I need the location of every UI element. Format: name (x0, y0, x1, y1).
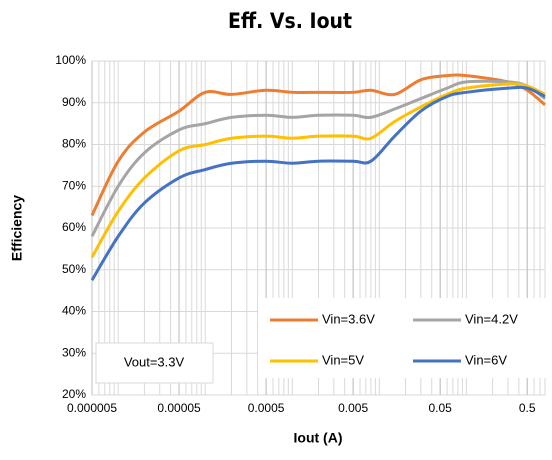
y-tick-label: 100% (55, 53, 86, 67)
series-line (90, 73, 546, 217)
annotation: Vout=3.3V (124, 354, 185, 369)
y-tick-label: 20% (62, 387, 86, 401)
x-tick-label: 0.005 (338, 401, 368, 415)
x-tick-label: 0.000005 (67, 401, 117, 415)
legend-box (258, 298, 548, 378)
y-tick-label: 40% (62, 304, 86, 318)
legend-label: Vin=4.2V (465, 311, 518, 326)
x-tick-label: 0.05 (429, 401, 453, 415)
legend-label: Vin=3.6V (322, 311, 375, 326)
chart-title: Eff. Vs. Iout (228, 9, 352, 33)
series-line (90, 82, 546, 258)
x-tick-label: 0.00005 (157, 401, 201, 415)
x-tick-label: 0.5 (519, 401, 536, 415)
series-line (90, 79, 546, 238)
y-tick-label: 30% (62, 345, 86, 359)
y-tick-label: 50% (62, 262, 86, 276)
annotation-box (95, 342, 214, 384)
y-tick-label: 60% (62, 220, 86, 234)
y-tick-label: 70% (62, 178, 86, 192)
x-axis-label: Iout (A) (294, 430, 343, 446)
y-axis-label: Efficiency (9, 195, 25, 261)
y-tick-label: 90% (62, 95, 86, 109)
series-line (90, 85, 546, 281)
legend-label: Vin=5V (322, 352, 364, 367)
y-tick-label: 80% (62, 137, 86, 151)
x-tick-label: 0.0005 (248, 401, 285, 415)
legend-label: Vin=6V (465, 352, 507, 367)
